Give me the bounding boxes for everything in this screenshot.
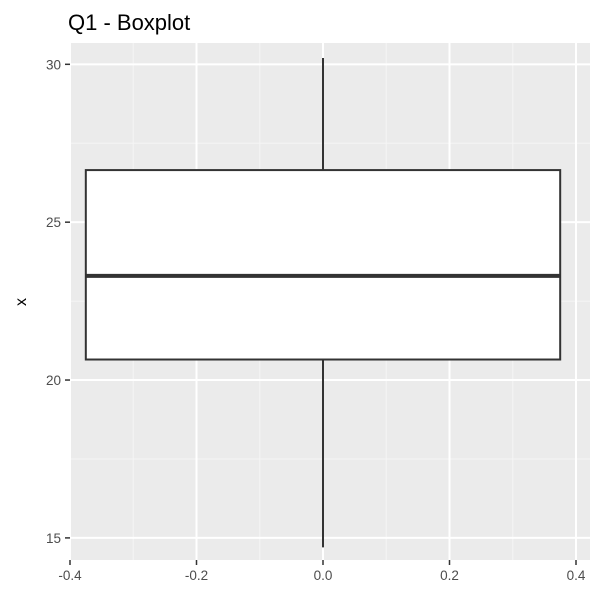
y-tick-label: 20 (46, 373, 61, 388)
y-tick-label: 25 (46, 215, 61, 230)
y-tick-label: 30 (46, 57, 61, 72)
x-tick-label: 0.4 (567, 568, 586, 583)
x-tick-label: -0.4 (58, 568, 82, 583)
chart-title: Q1 - Boxplot (68, 10, 190, 35)
x-tick-label: -0.2 (185, 568, 208, 583)
axes: -0.4 -0.2 0.0 0.2 0.4 15 20 25 30 (46, 57, 586, 583)
x-tick-label: 0.0 (314, 568, 333, 583)
y-axis-title: x (13, 298, 30, 306)
y-tick-label: 15 (46, 531, 61, 546)
x-tick-label: 0.2 (440, 568, 459, 583)
box-group (84, 58, 562, 548)
box-iqr (84, 169, 562, 361)
